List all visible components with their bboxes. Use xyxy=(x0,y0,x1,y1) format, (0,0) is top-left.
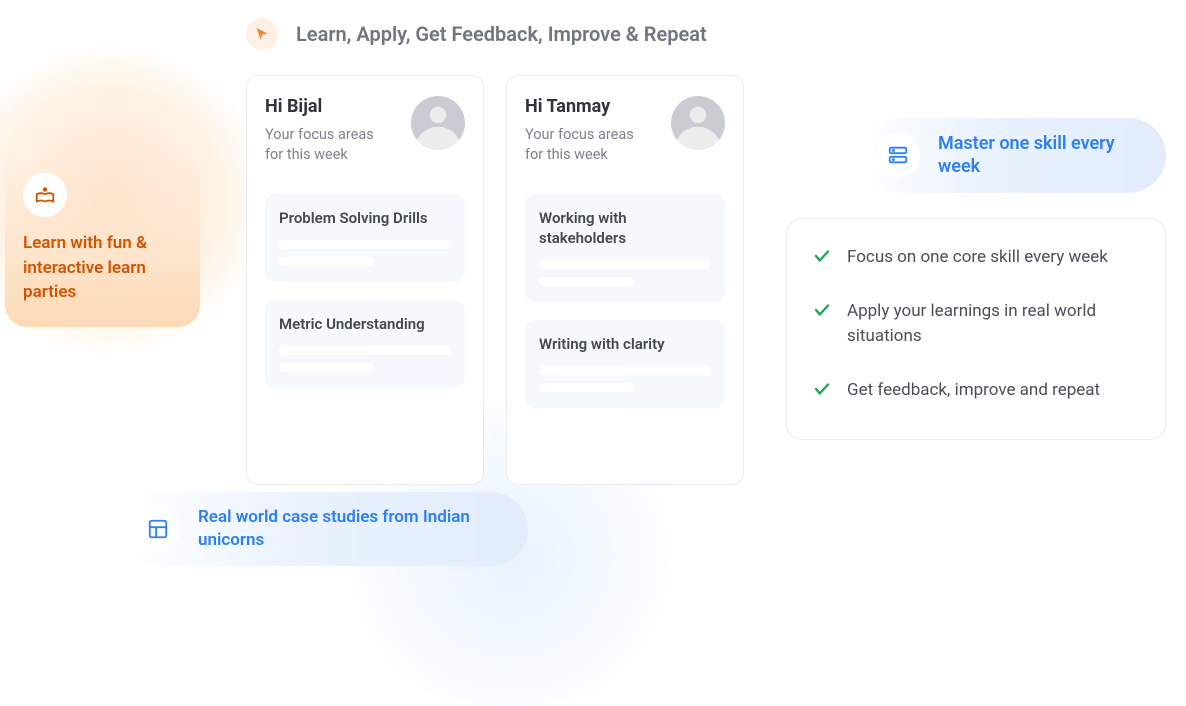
benefit-text: Apply your learnings in real world situa… xyxy=(847,299,1139,350)
benefit-item: Focus on one core skill every week xyxy=(813,245,1139,271)
feature-chip-text: Real world case studies from Indian unic… xyxy=(198,506,498,552)
feature-chip-learn-parties: Learn with fun & interactive learn parti… xyxy=(5,155,200,327)
skill-item: Writing with clarity xyxy=(525,320,725,408)
profile-subtitle: Your focus areas for this week xyxy=(265,125,395,166)
placeholder-line xyxy=(279,363,374,372)
feature-chip-text: Learn with fun & interactive learn parti… xyxy=(23,231,182,305)
placeholder-line xyxy=(279,346,451,355)
placeholder-line xyxy=(279,240,451,249)
avatar xyxy=(671,96,725,150)
layout-icon xyxy=(136,507,180,551)
placeholder-line xyxy=(539,277,634,286)
avatar xyxy=(411,96,465,150)
benefit-item: Apply your learnings in real world situa… xyxy=(813,299,1139,350)
skill-title: Working with stakeholders xyxy=(539,208,711,249)
placeholder-line xyxy=(539,260,711,269)
check-icon xyxy=(813,301,831,323)
profile-greeting: Hi Tanmay xyxy=(525,96,655,117)
book-reader-icon xyxy=(23,173,67,217)
profile-card: Hi Tanmay Your focus areas for this week… xyxy=(506,75,744,485)
profile-card: Hi Bijal Your focus areas for this week … xyxy=(246,75,484,485)
placeholder-line xyxy=(279,257,374,266)
check-icon xyxy=(813,247,831,269)
page-header: Learn, Apply, Get Feedback, Improve & Re… xyxy=(246,18,707,50)
skill-title: Problem Solving Drills xyxy=(279,208,451,228)
check-icon xyxy=(813,380,831,402)
skill-item: Working with stakeholders xyxy=(525,194,725,303)
skill-item: Metric Understanding xyxy=(265,300,465,388)
placeholder-line xyxy=(539,383,634,392)
skill-title: Metric Understanding xyxy=(279,314,451,334)
benefit-text: Get feedback, improve and repeat xyxy=(847,378,1100,404)
cursor-icon xyxy=(246,18,278,50)
skill-title: Writing with clarity xyxy=(539,334,711,354)
profile-greeting: Hi Bijal xyxy=(265,96,395,117)
skill-item: Problem Solving Drills xyxy=(265,194,465,282)
benefit-item: Get feedback, improve and repeat xyxy=(813,378,1139,404)
profile-cards-row: Hi Bijal Your focus areas for this week … xyxy=(246,75,744,485)
profile-card-header: Hi Tanmay Your focus areas for this week xyxy=(525,96,725,166)
page-title: Learn, Apply, Get Feedback, Improve & Re… xyxy=(296,22,707,46)
placeholder-line xyxy=(539,366,711,375)
profile-card-header: Hi Bijal Your focus areas for this week xyxy=(265,96,465,166)
feature-chip-case-studies: Real world case studies from Indian unic… xyxy=(120,492,528,566)
stack-icon xyxy=(876,133,920,177)
feature-chip-master-skill: Master one skill every week xyxy=(860,118,1166,193)
benefit-text: Focus on one core skill every week xyxy=(847,245,1108,271)
profile-subtitle: Your focus areas for this week xyxy=(525,125,655,166)
benefits-card: Focus on one core skill every week Apply… xyxy=(786,218,1166,440)
feature-chip-text: Master one skill every week xyxy=(938,132,1138,179)
